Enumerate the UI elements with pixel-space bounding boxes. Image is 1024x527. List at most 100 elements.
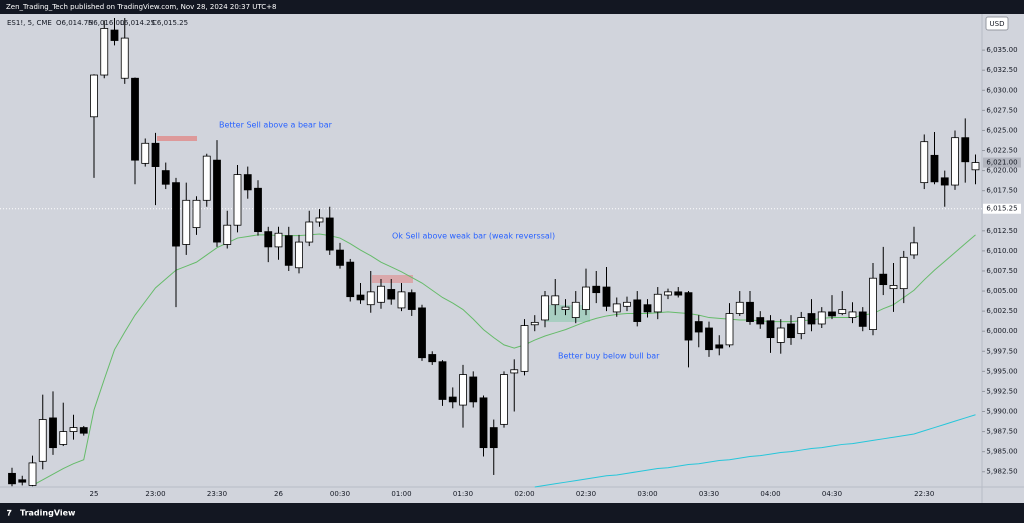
- candle-body: [182, 199, 191, 245]
- candle-body: [28, 462, 37, 486]
- candle-body: [910, 242, 918, 256]
- x-tick-label: 26: [274, 490, 283, 498]
- x-tick-label: 00:30: [330, 490, 350, 498]
- candle-body: [797, 317, 806, 335]
- annotation: Ok Sell above weak bar (weak reverssal): [392, 232, 555, 241]
- candle-body: [418, 307, 426, 359]
- logo-mark: 𝟕: [7, 509, 12, 518]
- candle-body: [428, 354, 437, 363]
- x-tick-label: 04:30: [822, 490, 842, 498]
- y-tick-label: 6,030.00: [986, 86, 1017, 94]
- candle-body: [735, 301, 744, 314]
- candle-body: [8, 472, 16, 485]
- annotation: Better Sell above a bear bar: [219, 121, 333, 130]
- y-tick-label: 5,982.50: [986, 468, 1017, 476]
- y-tick-label: 6,007.50: [986, 267, 1017, 275]
- price-label: 6,015.25: [986, 205, 1017, 213]
- currency-box[interactable]: [985, 16, 1009, 31]
- candle-body: [530, 321, 539, 326]
- candle-body: [305, 221, 314, 243]
- candle-body: [561, 306, 570, 310]
- x-tick-label: 04:00: [760, 490, 780, 498]
- candle-body: [664, 291, 672, 296]
- candle-body: [264, 231, 273, 248]
- candle-body: [715, 344, 724, 349]
- candle-body: [551, 295, 560, 306]
- candle-body: [633, 299, 642, 322]
- top-bar: [0, 0, 1024, 14]
- candle-body: [858, 311, 867, 327]
- ohlc-value: O6,014.75: [56, 19, 93, 27]
- candle-body: [756, 317, 765, 325]
- candle-body: [746, 301, 754, 322]
- candle-body: [448, 396, 457, 403]
- candle-body: [643, 304, 652, 313]
- candle-body: [705, 327, 713, 351]
- candle-body: [387, 289, 396, 300]
- candle-body: [838, 309, 847, 314]
- candle-body: [407, 292, 416, 310]
- y-tick-label: 6,002.50: [986, 307, 1017, 315]
- publisher: Zen_Trading_Tech published on TradingVie…: [6, 3, 277, 11]
- price-label-box: [983, 203, 1021, 214]
- candle-body: [141, 142, 150, 164]
- candle-body: [694, 321, 703, 333]
- candle-body: [100, 28, 109, 76]
- x-tick-label: 25: [90, 490, 99, 498]
- y-tick-label: 6,032.50: [986, 66, 1017, 74]
- x-tick-label: 23:30: [207, 490, 227, 498]
- candle-body: [49, 417, 57, 449]
- candle-body: [295, 241, 303, 269]
- footer-logo: TradingView: [20, 509, 76, 518]
- candle-body: [961, 137, 970, 163]
- candle-body: [889, 285, 898, 290]
- candle-body: [90, 74, 98, 118]
- footer: [0, 503, 1024, 523]
- y-tick-label: 5,992.50: [986, 387, 1017, 395]
- candle-body: [192, 199, 201, 229]
- candle-body: [223, 224, 232, 245]
- candle-body: [325, 217, 334, 251]
- candle-body: [899, 256, 908, 290]
- price-label-box: [983, 157, 1021, 168]
- candle-body: [161, 170, 170, 185]
- y-tick-label: 5,990.00: [986, 408, 1017, 416]
- candle-body: [940, 177, 949, 186]
- y-tick-label: 6,020.00: [986, 167, 1017, 175]
- currency: USD: [990, 20, 1005, 28]
- y-tick-label: 6,017.50: [986, 187, 1017, 195]
- y-tick-label: 6,035.00: [986, 46, 1017, 54]
- candle-body: [653, 293, 662, 313]
- y-tick-label: 5,997.50: [986, 347, 1017, 355]
- candle-body: [510, 369, 519, 374]
- candle-body: [243, 174, 252, 191]
- y-tick-label: 6,022.50: [986, 147, 1017, 155]
- y-tick-label: 5,995.00: [986, 367, 1017, 375]
- y-tick-label: 6,000.00: [986, 327, 1017, 335]
- candle-body: [110, 29, 119, 41]
- candle-body: [869, 277, 877, 331]
- x-tick-label: 02:00: [514, 490, 534, 498]
- candle-body: [120, 37, 129, 79]
- candle-body: [274, 232, 283, 248]
- candle-body: [366, 291, 375, 306]
- candle-body: [520, 325, 529, 372]
- candle-body: [131, 77, 139, 161]
- candle-body: [489, 427, 498, 449]
- y-tick-label: 5,987.50: [986, 428, 1017, 436]
- moving-average: [534, 414, 976, 488]
- ohlc-value: C6,015.25: [152, 19, 188, 27]
- candle-body: [213, 159, 221, 243]
- candle-body: [336, 249, 344, 266]
- candle-body: [920, 141, 929, 184]
- candle-body: [479, 397, 488, 449]
- candle-body: [202, 155, 211, 201]
- candle-body: [284, 235, 293, 266]
- x-tick-label: 02:30: [576, 490, 596, 498]
- candle-body: [59, 431, 68, 445]
- y-tick-label: 6,012.50: [986, 227, 1017, 235]
- candle-body: [623, 301, 631, 307]
